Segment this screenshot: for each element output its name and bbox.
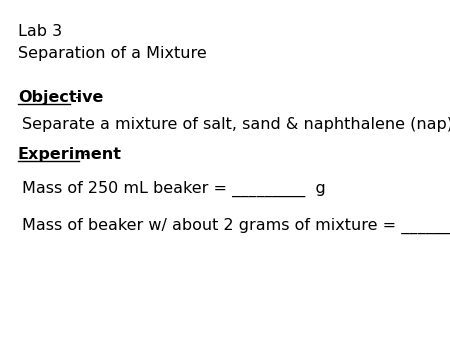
Text: Objective: Objective [18, 90, 104, 104]
Text: -: - [79, 147, 90, 162]
Text: Separate a mixture of salt, sand & naphthalene (nap): Separate a mixture of salt, sand & napht… [22, 117, 450, 131]
Text: Mass of 250 mL beaker = _________  g: Mass of 250 mL beaker = _________ g [22, 181, 326, 197]
Text: Lab 3: Lab 3 [18, 24, 62, 39]
Text: Mass of beaker w/ about 2 grams of mixture = ______  g: Mass of beaker w/ about 2 grams of mixtu… [22, 218, 450, 234]
Text: -: - [70, 90, 81, 104]
Text: Separation of a Mixture: Separation of a Mixture [18, 46, 207, 61]
Text: Experiment: Experiment [18, 147, 122, 162]
